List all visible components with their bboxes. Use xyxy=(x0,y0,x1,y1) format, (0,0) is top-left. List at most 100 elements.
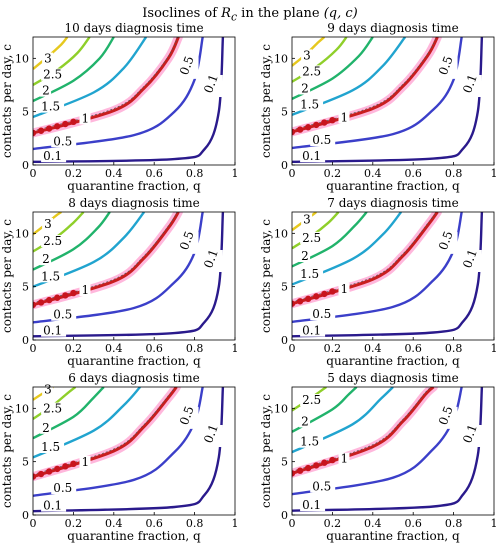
uncertainty-band xyxy=(292,212,442,309)
subplot-title: 8 days diagnosis time xyxy=(68,196,199,210)
contour-label-2-5: 2.5 xyxy=(302,64,321,78)
x-tick-label: 0.8 xyxy=(445,517,463,530)
contour-label-bg xyxy=(40,84,52,97)
data-point xyxy=(321,119,328,126)
x-tick-label: 0.8 xyxy=(186,517,204,530)
contour-label-1-5: 1.5 xyxy=(41,440,60,454)
x-tick-label: 1 xyxy=(232,517,239,530)
contour-label-3: 3 xyxy=(44,52,52,66)
y-tick-label: 5 xyxy=(22,281,29,294)
contour-label-bg xyxy=(299,415,311,428)
contour-label-0-1: 0.1 xyxy=(302,324,321,338)
contour-label-bg xyxy=(39,441,65,453)
x-tick-label: 0.6 xyxy=(404,517,422,530)
contour-label-bg xyxy=(338,452,350,465)
contour-line-0-5 xyxy=(292,37,463,150)
contour-label-bg xyxy=(41,499,67,512)
y-tick-label: 5 xyxy=(281,106,288,119)
contour-label-bg xyxy=(182,231,199,254)
contour-label-0-5-right: 0.5 xyxy=(177,404,197,427)
contour-bound-upper xyxy=(292,387,432,472)
contour-label-bg xyxy=(310,308,336,321)
contour-label-3: 3 xyxy=(44,217,52,231)
x-tick-label: 0.8 xyxy=(186,167,204,180)
subplot-2: 9 days diagnosis time0.10.511.522.530.10… xyxy=(259,21,498,193)
y-tick-label: 0 xyxy=(22,334,29,347)
contour-label-bg xyxy=(441,231,458,254)
contour-label-2-5: 2.5 xyxy=(43,68,62,82)
x-tick-label: 0 xyxy=(289,342,296,355)
contour-line-3 xyxy=(33,37,69,70)
x-tick-label: 0.6 xyxy=(145,517,163,530)
data-point xyxy=(37,299,45,306)
figure-title-prefix: Isoclines of xyxy=(142,6,222,21)
contour-label-bg xyxy=(299,82,311,95)
contour-label-bg xyxy=(41,68,67,81)
x-tick-label: 0.2 xyxy=(324,517,342,530)
contour-label-bg xyxy=(300,499,326,512)
contour-label-bg xyxy=(298,435,324,448)
contour-label-0-1: 0.1 xyxy=(302,498,321,512)
contour-line-0-5 xyxy=(33,212,204,324)
figure-title-pair: (q, c) xyxy=(323,6,358,21)
contour-label-bg xyxy=(42,218,54,230)
subplot-title: 6 days diagnosis time xyxy=(68,371,199,385)
contour-line-2 xyxy=(292,212,368,268)
contour-label-1-5: 1.5 xyxy=(300,267,319,281)
x-tick-label: 0.6 xyxy=(145,167,163,180)
x-tick-label: 0.2 xyxy=(324,342,342,355)
subplot-title: 10 days diagnosis time xyxy=(64,21,203,35)
contour-label-0-1: 0.1 xyxy=(43,324,62,338)
x-axis-label: quarantine fraction, q xyxy=(67,354,201,368)
data-point xyxy=(33,129,37,137)
data-point xyxy=(304,464,312,472)
data-point xyxy=(296,126,304,133)
contour-label-1: 1 xyxy=(340,452,348,466)
subplot-5: 6 days diagnosis time0.10.511.522.530.10… xyxy=(0,371,239,543)
contour-label-bg xyxy=(338,283,350,296)
contour-label-bg xyxy=(298,98,324,111)
x-tick-label: 0 xyxy=(30,517,37,530)
data-point xyxy=(45,125,53,132)
contour-bound-upper xyxy=(33,387,176,475)
contour-label-2: 2 xyxy=(301,414,309,428)
data-point xyxy=(321,459,328,466)
contour-label-bg xyxy=(51,308,77,321)
contour-label-bg xyxy=(42,52,54,65)
data-point xyxy=(329,117,336,124)
y-axis-label: contacts per day, c xyxy=(0,219,14,333)
contour-label-2: 2 xyxy=(42,421,50,435)
data-point xyxy=(292,470,296,477)
x-tick-label: 0.4 xyxy=(364,342,382,355)
contour-label-2: 2 xyxy=(301,81,309,95)
x-tick-label: 0 xyxy=(30,167,37,180)
x-tick-label: 0.4 xyxy=(105,517,123,530)
data-point xyxy=(45,296,53,304)
contour-label-0-1: 0.1 xyxy=(43,149,62,163)
contour-label-bg xyxy=(40,253,52,266)
subplot-1: 10 days diagnosis time0.10.511.522.530.1… xyxy=(0,21,239,193)
data-point xyxy=(292,128,296,136)
y-tick-label: 10 xyxy=(274,52,288,65)
x-axis-label: quarantine fraction, q xyxy=(67,529,201,543)
x-tick-label: 0.8 xyxy=(445,342,463,355)
y-axis-label: contacts per day, c xyxy=(259,44,273,158)
contour-label-bg xyxy=(301,49,313,62)
y-tick-label: 10 xyxy=(274,227,288,240)
contour-label-0-5-right: 0.5 xyxy=(177,229,197,252)
contour-label-1-5: 1.5 xyxy=(300,97,319,111)
x-tick-label: 0.6 xyxy=(145,342,163,355)
contour-line-3 xyxy=(292,37,326,67)
contour-label-0-5: 0.5 xyxy=(53,308,72,322)
contour-label-0-5: 0.5 xyxy=(53,481,72,495)
contour-label-2: 2 xyxy=(42,252,50,266)
data-point xyxy=(62,120,69,128)
contour-label-bg xyxy=(441,56,458,79)
subplot-title: 7 days diagnosis time xyxy=(327,196,458,210)
subplot-3: 8 days diagnosis time0.10.511.522.530.10… xyxy=(0,196,239,368)
contour-label-2-5: 2.5 xyxy=(302,393,321,407)
x-tick-label: 0.2 xyxy=(65,342,83,355)
y-axis-label: contacts per day, c xyxy=(259,394,273,508)
x-axis-label: quarantine fraction, q xyxy=(326,179,460,193)
subplot-title: 5 days diagnosis time xyxy=(327,371,458,385)
